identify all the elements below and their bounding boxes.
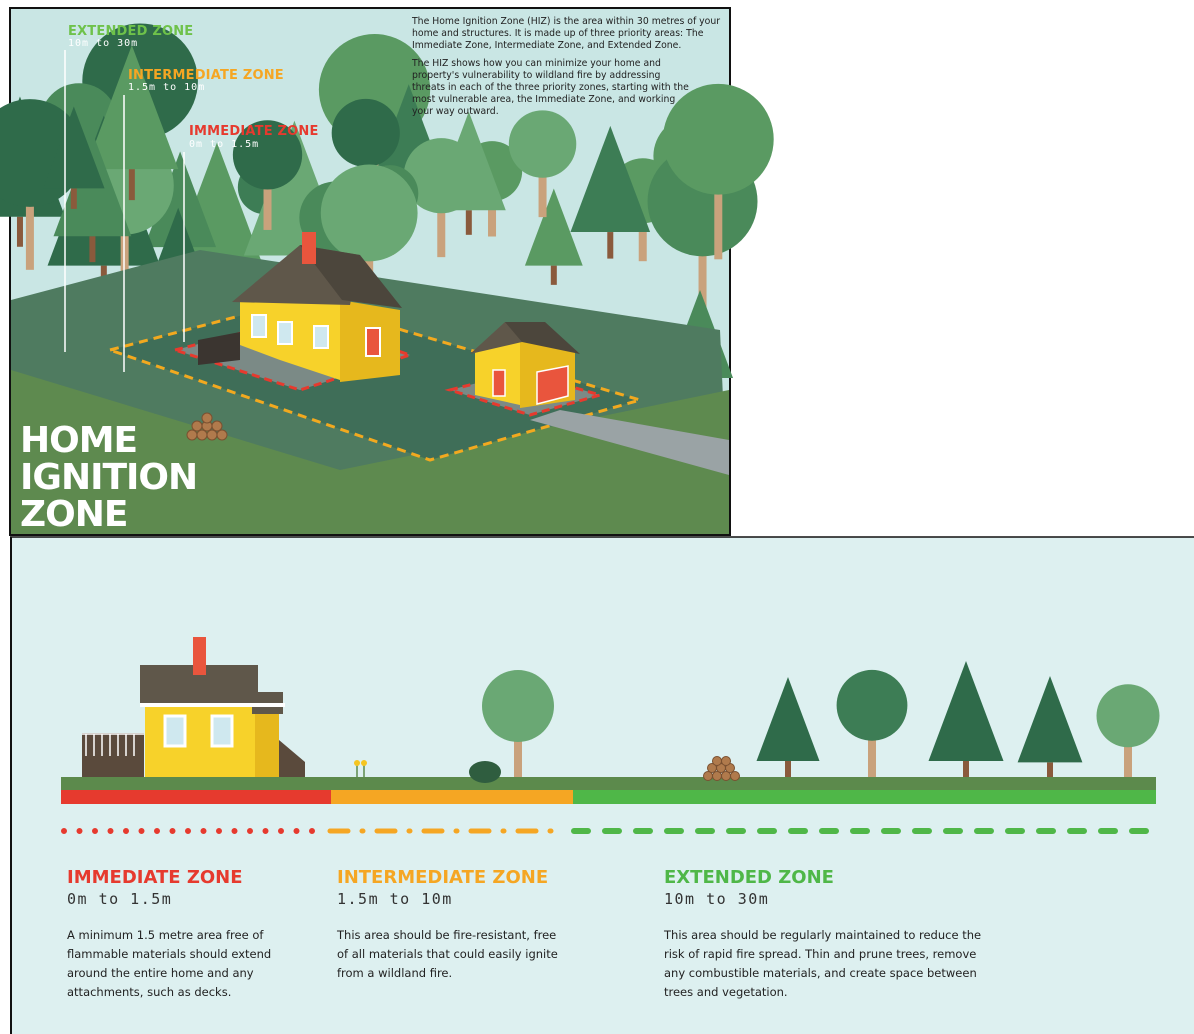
trunk — [538, 166, 547, 218]
trunk — [963, 761, 969, 786]
leafy-tree — [320, 164, 418, 262]
trunk — [785, 761, 791, 782]
stairs — [279, 740, 305, 778]
zone-range: 10m to 30m — [664, 890, 770, 908]
description: The Home Ignition Zone (HIZ) is the area… — [412, 16, 721, 51]
pine-tree — [928, 661, 1004, 761]
immediate-bar — [61, 790, 331, 804]
pine-tree — [1017, 676, 1083, 763]
trunk — [25, 188, 34, 270]
zone-range: 1.5m to 10m — [337, 890, 453, 908]
zone-range: 0m to 1.5m — [189, 139, 260, 150]
house-roof-side — [300, 245, 402, 308]
zone-name: EXTENDED ZONE — [664, 867, 834, 888]
leafy-tree — [482, 670, 554, 742]
trunk — [16, 216, 23, 247]
door — [492, 369, 506, 397]
zone-name: INTERMEDIATE ZONE — [337, 867, 549, 888]
trim — [140, 703, 285, 707]
railing — [82, 733, 144, 756]
trunk — [465, 210, 472, 235]
flowers — [354, 760, 367, 778]
deck — [198, 332, 240, 365]
zone-range: 0m to 1.5m — [67, 890, 173, 908]
trunk — [70, 188, 77, 209]
chimney — [302, 232, 316, 264]
trunk — [714, 176, 723, 260]
trunk — [437, 200, 446, 258]
trunk — [607, 232, 614, 259]
title: HOME IGNITION ZONE — [20, 420, 198, 535]
zone-name: IMMEDIATE ZONE — [189, 124, 319, 139]
extended-bar — [573, 790, 1156, 804]
leafy-tree — [1096, 684, 1160, 748]
window — [251, 314, 267, 338]
zone-name: INTERMEDIATE ZONE — [128, 68, 284, 83]
woodpile — [703, 756, 740, 781]
window — [313, 325, 329, 349]
pine-tree — [524, 188, 583, 266]
trunk — [488, 191, 497, 237]
shrub — [469, 761, 501, 783]
zone-name: IMMEDIATE ZONE — [67, 867, 243, 888]
trunk — [89, 236, 96, 263]
trunk — [1124, 736, 1132, 784]
trunk — [128, 169, 135, 201]
outer-ground — [11, 370, 729, 534]
leafy-tree — [662, 83, 774, 195]
leafy-tree — [331, 98, 400, 168]
title-line: HOME — [20, 420, 138, 461]
window — [277, 321, 293, 345]
zone-text: This area should be regularly maintained… — [664, 928, 982, 999]
window — [163, 714, 187, 748]
leafy-tree — [508, 110, 577, 178]
ground-strip — [61, 777, 1156, 790]
door — [365, 327, 381, 357]
window — [210, 714, 234, 748]
zone-range: 10m to 30m — [68, 38, 139, 49]
trunk — [550, 265, 557, 285]
trunk — [868, 728, 876, 782]
house-roof — [140, 665, 258, 705]
leafy-tree — [232, 120, 303, 190]
trunk — [698, 238, 707, 321]
title-line: IGNITION — [20, 457, 198, 498]
trunk — [263, 177, 272, 230]
trunk — [1047, 762, 1053, 784]
chimney — [193, 637, 206, 675]
trunk — [514, 730, 522, 784]
garage-roof-side — [505, 322, 580, 354]
pine-tree — [43, 106, 105, 189]
title-line: ZONE — [20, 494, 128, 535]
trees — [482, 661, 1160, 786]
zone-range: 1.5m to 10m — [128, 82, 206, 93]
garage-door — [536, 365, 569, 405]
trunk — [638, 212, 647, 262]
pine-tree — [570, 125, 651, 233]
pine-tree — [144, 151, 217, 248]
intermediate-bar — [331, 790, 573, 804]
leafy-tree — [403, 138, 479, 214]
house-side — [255, 713, 279, 778]
woodpile — [186, 412, 228, 441]
driveway — [530, 410, 729, 475]
zone-text: This area should be fire-resistant, free… — [337, 928, 558, 980]
leafy-tree — [836, 669, 908, 741]
zone-text: A minimum 1.5 metre area free of flammab… — [67, 928, 272, 999]
pine-tree — [756, 677, 820, 761]
pine-tree — [85, 45, 179, 170]
description: The HIZ shows how you can minimize your … — [412, 58, 689, 117]
house-wall — [145, 703, 255, 778]
zone-name: EXTENDED ZONE — [68, 24, 194, 39]
